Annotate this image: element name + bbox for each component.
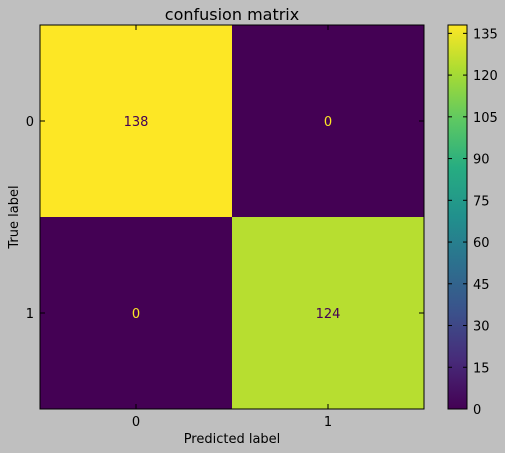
colorbar-tick-label: 30	[473, 320, 490, 335]
chart-title: confusion matrix	[165, 5, 299, 24]
heatmap-cells: 138 0 0 124	[40, 25, 424, 409]
heatmap-cell-1-0	[40, 217, 232, 409]
x-tick-label: 0	[132, 415, 140, 430]
colorbar-ticks: 0 15 30 45 60 75 90 105 120 135	[448, 27, 498, 418]
x-tick-label: 1	[324, 415, 332, 430]
plot-frame	[39, 24, 425, 410]
cell-value-label-0-0: 138	[124, 115, 149, 130]
heatmap-cell-0-0	[40, 25, 232, 217]
cell-value-label-1-0: 0	[132, 307, 140, 322]
x-axis-label: Predicted label	[184, 432, 281, 447]
colorbar-tick-label: 60	[473, 236, 490, 251]
colorbar-tick-label: 45	[473, 278, 490, 293]
colorbar-tick-label: 75	[473, 194, 490, 209]
colorbar-tick-label: 120	[473, 69, 498, 84]
cell-value-label-0-1: 0	[324, 115, 332, 130]
colorbar-tick-label: 15	[473, 361, 490, 376]
y-tick-label: 1	[26, 307, 34, 322]
colorbar-tick-label: 0	[473, 403, 481, 418]
axis-ticks: 0 1 0 1	[26, 25, 424, 430]
colorbar-tick-label: 90	[473, 153, 490, 168]
y-axis-label: True label	[7, 185, 22, 249]
y-tick-label: 0	[26, 115, 34, 130]
colorbar-tick-label: 135	[473, 27, 498, 42]
cell-value-label-1-1: 124	[316, 307, 341, 322]
heatmap-cell-0-1	[232, 25, 424, 217]
colorbar-tick-label: 105	[473, 111, 498, 126]
heatmap-cell-1-1	[232, 217, 424, 409]
colorbar	[447, 24, 468, 410]
